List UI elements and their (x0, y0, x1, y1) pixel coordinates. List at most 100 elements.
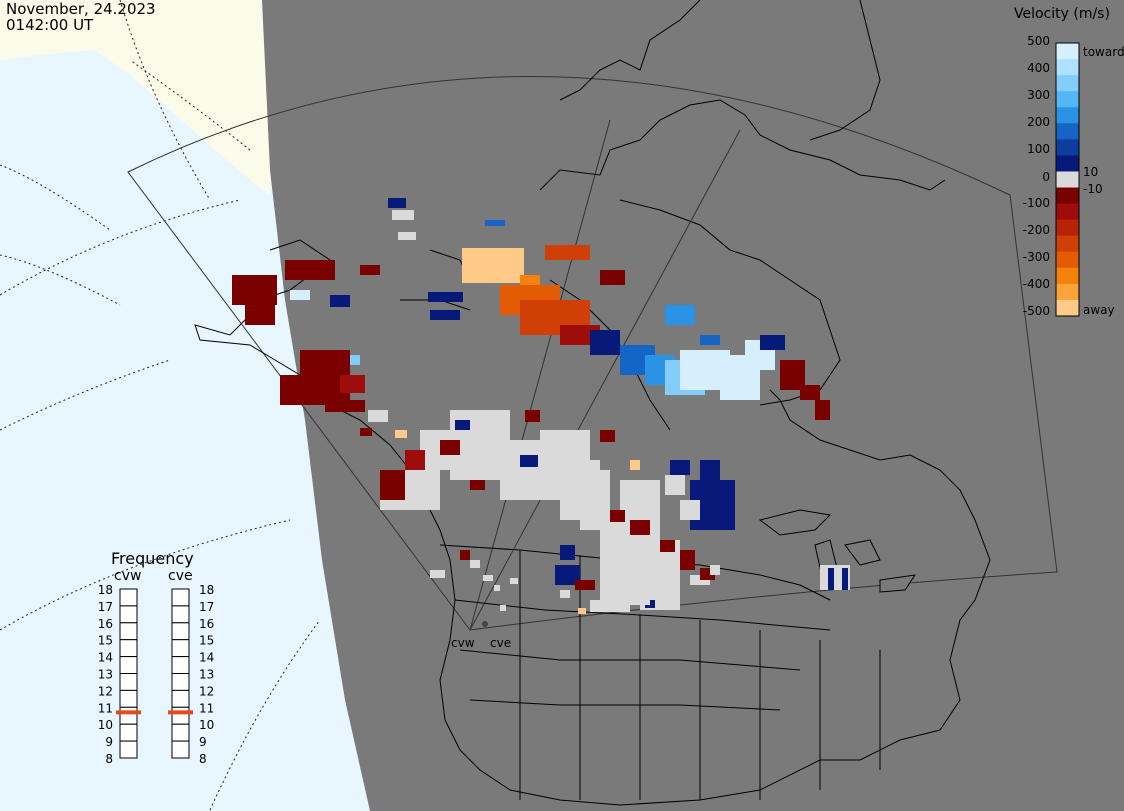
frequency-cell (119, 723, 138, 742)
velocity-cell (700, 335, 720, 345)
colorbar-swatch (1056, 139, 1079, 156)
colorbar-tick-label: -500 (1023, 304, 1050, 318)
velocity-cell (800, 385, 820, 400)
colorbar-swatch (1056, 235, 1079, 253)
velocity-cell (340, 375, 365, 393)
velocity-cell (590, 600, 630, 612)
velocity-cell (380, 470, 405, 500)
radar-site-dot (482, 621, 488, 627)
velocity-cell (440, 440, 460, 455)
colorbar-tick-label: -300 (1023, 250, 1050, 264)
velocity-cell (430, 570, 445, 578)
velocity-cell (360, 265, 380, 275)
velocity-cell (460, 550, 470, 560)
velocity-cell (388, 198, 406, 208)
velocity-cell (590, 330, 620, 355)
site-label-cve: cve (490, 636, 511, 650)
velocity-cell (410, 500, 440, 510)
date-label: November, 24.2023 (6, 0, 156, 18)
velocity-cell (325, 400, 365, 412)
frequency-cell (171, 706, 190, 725)
frequency-scale-label: 17 (98, 600, 113, 614)
frequency-cell (171, 605, 190, 624)
velocity-cell (290, 290, 310, 300)
frequency-cell (119, 605, 138, 624)
colorbar-tick-label: -400 (1023, 277, 1050, 291)
frequency-cell (171, 723, 190, 742)
velocity-cell (560, 545, 575, 560)
colorbar-swatch (1056, 283, 1079, 301)
velocity-cell (330, 295, 350, 307)
frequency-scale-label: 11 (199, 701, 214, 715)
velocity-cell (610, 510, 625, 522)
velocity-cell (665, 475, 685, 495)
colorbar-tick-label: -200 (1023, 223, 1050, 237)
velocity-cell (245, 300, 275, 325)
frequency-scale-label: 8 (105, 752, 113, 766)
colorbar-frame (1055, 42, 1080, 317)
velocity-cell (280, 375, 310, 405)
velocity-cell (525, 410, 540, 422)
velocity-scale-title: Velocity (m/s) (1014, 6, 1110, 22)
velocity-cell (828, 568, 834, 590)
frequency-scale-label: 15 (199, 634, 214, 648)
frequency-scale-label: 13 (98, 668, 113, 682)
frequency-scale-label: 13 (199, 668, 214, 682)
velocity-cell (680, 500, 700, 520)
frequency-cell (171, 689, 190, 708)
great-lakes (758, 509, 917, 593)
velocity-cell (545, 245, 590, 260)
frequency-scale-label: 9 (199, 735, 207, 749)
frequency-scale-label: 18 (199, 583, 214, 597)
colorbar-tick-label: 100 (1027, 142, 1050, 156)
state-boundaries (439, 544, 881, 800)
colorbar-tick-label: 300 (1027, 88, 1050, 102)
colorbar-swatch (1056, 91, 1079, 108)
night-shade (262, 0, 1124, 811)
frequency-marker (116, 710, 141, 715)
velocity-cell (392, 210, 414, 220)
frequency-radar-cvw: cvw (114, 568, 142, 584)
velocity-cell (462, 248, 524, 283)
frequency-cell (119, 622, 138, 641)
colorbar-tick-label: -10 (1083, 182, 1103, 196)
frequency-scale-label: 8 (199, 752, 207, 766)
frequency-scale-label: 17 (199, 600, 214, 614)
velocity-cell (430, 310, 460, 320)
colorbar-swatch (1056, 107, 1079, 124)
frequency-cell (119, 689, 138, 708)
time-label: 0142:00 UT (6, 16, 94, 34)
velocity-cell (555, 565, 580, 585)
frequency-scale-label: 10 (98, 718, 113, 732)
frequency-scale-label: 12 (199, 684, 214, 698)
colorbar-tick-label: 400 (1027, 61, 1050, 75)
velocity-cell (700, 460, 720, 480)
velocity-cell (455, 420, 470, 430)
velocity-cell (368, 410, 388, 422)
site-label-cvw: cvw (451, 636, 475, 650)
velocity-cell (630, 595, 650, 605)
velocity-cell (575, 580, 595, 590)
frequency-cell (171, 588, 190, 607)
velocity-cell (485, 220, 505, 226)
colorbar-tick-label: 0 (1042, 170, 1050, 184)
velocity-cell (470, 480, 485, 490)
frequency-cell (119, 639, 138, 658)
velocity-cell (815, 400, 830, 420)
colorbar-swatch (1056, 171, 1079, 189)
velocity-cell (630, 460, 640, 470)
velocity-cell (520, 275, 540, 285)
velocity-cell (405, 450, 425, 470)
velocity-cell (285, 260, 335, 280)
frequency-scale-label: 16 (199, 617, 214, 631)
colorbar-swatch (1056, 267, 1079, 285)
colorbar-swatch (1056, 203, 1079, 221)
graticule (0, 0, 321, 811)
velocity-cell (600, 270, 625, 285)
frequency-cell (171, 673, 190, 691)
frequency-scale-label: 10 (199, 718, 214, 732)
frequency-panel: 18 17 16 15 14 13 12 11 10 9 8 18 17 16 15 14 13 12 11 10 9 8 (98, 583, 215, 766)
velocity-cell (560, 590, 570, 598)
velocity-cell (360, 428, 372, 436)
